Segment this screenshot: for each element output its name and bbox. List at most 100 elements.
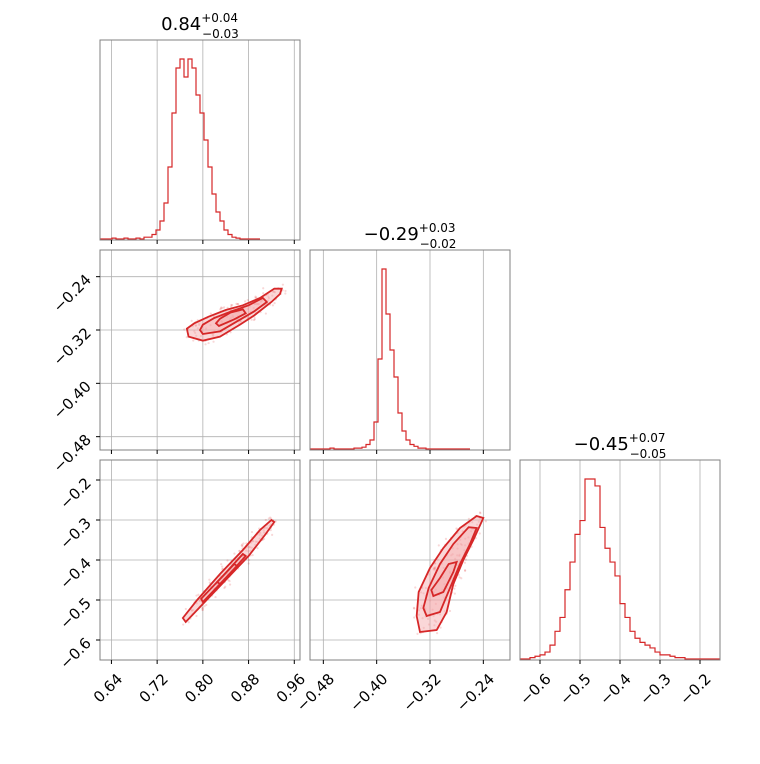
- sample-point: [444, 537, 448, 540]
- sample-point: [455, 527, 458, 530]
- sample-point: [209, 323, 212, 327]
- sample-point: [414, 586, 417, 589]
- titles-layer: 0.84+0.04 −0.03 −0.29+0.03 −0.02 −0.45+0.0…: [161, 11, 666, 461]
- sample-point: [221, 320, 224, 323]
- histogram-panel-1: [309, 249, 511, 454]
- sample-point: [199, 334, 202, 338]
- y-tick-label: −0.3: [56, 514, 94, 552]
- sample-point: [203, 605, 206, 608]
- sample-point: [194, 324, 197, 327]
- sample-point: [413, 607, 416, 610]
- sample-point: [246, 307, 250, 311]
- sample-point: [262, 531, 266, 534]
- sample-point: [255, 303, 259, 306]
- y-tick-label: −0.2: [56, 474, 94, 512]
- contour-level-3: [215, 562, 239, 586]
- sample-point: [187, 621, 190, 624]
- sample-point: [269, 516, 272, 519]
- sample-point: [484, 520, 487, 523]
- sample-point: [221, 306, 224, 310]
- sample-point: [469, 530, 473, 533]
- sample-point: [250, 318, 253, 321]
- sample-point: [195, 334, 198, 337]
- contour-level-3: [214, 308, 248, 328]
- sample-point: [201, 608, 204, 612]
- sample-point: [219, 308, 222, 311]
- sample-point: [432, 614, 435, 617]
- sample-point: [242, 542, 245, 545]
- y-tick-label: −0.24: [50, 271, 95, 316]
- x-tick-label: −0.3: [636, 670, 674, 708]
- sample-point: [253, 316, 256, 319]
- sample-point: [228, 583, 232, 586]
- sample-point: [201, 607, 205, 610]
- sample-point: [244, 300, 247, 303]
- sample-point: [427, 623, 431, 626]
- sample-point: [421, 617, 424, 620]
- x-tick-label: 0.88: [227, 670, 263, 706]
- sample-point: [233, 552, 236, 555]
- sample-point: [434, 588, 437, 591]
- panels-layer: −0.6 −0.5 −0.4 −0.3 −0.2−0.48−0.40−0.32−0.24…: [50, 39, 721, 715]
- sample-point: [433, 619, 436, 622]
- sample-point: [182, 623, 185, 626]
- sample-point: [417, 609, 421, 612]
- sample-point: [451, 547, 454, 550]
- sample-point: [246, 316, 249, 319]
- sample-point: [183, 328, 186, 331]
- x-tick-label: 0.64: [90, 670, 126, 706]
- sample-point: [284, 289, 287, 293]
- sample-point: [424, 586, 427, 590]
- sample-point: [478, 511, 482, 514]
- sample-point: [262, 292, 265, 295]
- histogram-line: [100, 58, 260, 240]
- sample-point: [456, 547, 459, 550]
- sample-point: [479, 512, 482, 515]
- sample-point: [241, 543, 244, 546]
- sample-point: [477, 520, 480, 523]
- sample-point: [198, 599, 201, 603]
- sample-point: [412, 606, 415, 609]
- sample-point: [433, 567, 437, 570]
- sample-point: [459, 542, 462, 546]
- sample-point: [262, 529, 265, 532]
- sample-point: [432, 590, 436, 594]
- panel-frame: [309, 459, 511, 661]
- sample-point: [443, 610, 446, 613]
- sample-point: [190, 319, 193, 322]
- sample-point: [436, 558, 439, 561]
- contour-panel-0-2: 0.64 0.72 0.80 0.88 0.96−0.6−0.5−0.4−0.3−0.2: [56, 459, 309, 706]
- sample-point: [251, 554, 254, 557]
- histogram-panel-0: [99, 39, 301, 244]
- sample-point: [419, 607, 422, 610]
- sample-point: [253, 302, 256, 306]
- sample-point: [240, 544, 243, 547]
- sample-point: [201, 608, 204, 611]
- sample-point: [281, 283, 285, 286]
- sample-point: [439, 626, 442, 629]
- sample-point: [262, 287, 265, 290]
- sample-point: [264, 526, 267, 529]
- sample-point: [454, 584, 457, 587]
- sample-point: [185, 336, 188, 339]
- title-plus: +0.03: [419, 221, 456, 235]
- title-plus: +0.04: [201, 11, 238, 25]
- sample-point: [451, 553, 454, 556]
- sample-point: [258, 533, 261, 536]
- sample-point: [250, 546, 253, 549]
- sample-point: [190, 608, 193, 612]
- sample-point: [442, 566, 445, 570]
- sample-point: [441, 576, 445, 579]
- sample-point: [262, 537, 266, 541]
- sample-point: [464, 544, 467, 547]
- panel-frame: [99, 39, 301, 241]
- sample-point: [478, 532, 481, 535]
- sample-point: [205, 603, 208, 607]
- sample-point: [253, 318, 256, 321]
- sample-point: [194, 331, 197, 334]
- sample-point: [260, 299, 263, 303]
- sample-point: [448, 609, 452, 613]
- sample-point: [426, 617, 430, 620]
- sample-point: [221, 565, 224, 568]
